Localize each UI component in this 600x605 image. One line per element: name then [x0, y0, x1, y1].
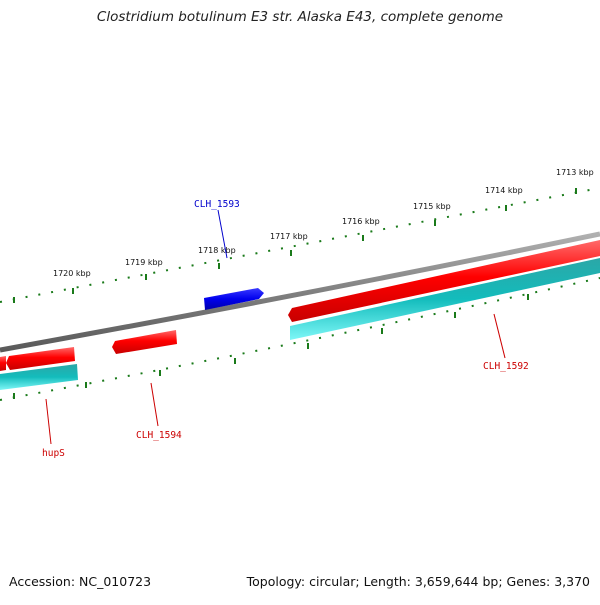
tick-label-1717: 1717 kbp: [270, 232, 308, 241]
hups-leader: [45, 398, 52, 445]
topology-text: Topology: circular; Length: 3,659,644 bp…: [246, 574, 590, 589]
gene-label-hups: hupS: [42, 448, 65, 459]
accession-text: Accession: NC_010723: [9, 574, 152, 589]
gene-red-left: [6, 347, 75, 370]
clh-1593-leader: [217, 209, 228, 259]
gene-label-clh-1593: CLH_1593: [194, 199, 240, 210]
gene-red-edge: [0, 356, 6, 371]
gene-label-clh-1592: CLH_1592: [483, 361, 529, 372]
tick-label-1713: 1713 kbp: [556, 168, 594, 177]
gene-clh-1594: [112, 330, 177, 354]
tick-label-1716: 1716 kbp: [342, 217, 380, 226]
tick-label-1715: 1715 kbp: [413, 202, 451, 211]
gene-clh-1592: [288, 240, 600, 322]
tick-label-1718: 1718 kbp: [198, 246, 236, 255]
cds-clh-1592: [290, 258, 600, 340]
upper-ruler-major-ticks: [13, 188, 577, 303]
clh-1594-leader: [150, 382, 159, 427]
genome-backbone: [0, 231, 600, 353]
clh-1592-leader: [493, 313, 506, 359]
lower-ruler-major-ticks: [13, 294, 529, 399]
gene-label-clh-1594: CLH_1594: [136, 430, 182, 441]
tick-label-1714: 1714 kbp: [485, 186, 523, 195]
genome-title: Clostridium botulinum E3 str. Alaska E43…: [96, 9, 504, 25]
gene-clh-1593: [204, 288, 264, 310]
tick-label-1720: 1720 kbp: [53, 269, 91, 278]
cds-hups: [0, 364, 78, 390]
tick-label-1719: 1719 kbp: [125, 258, 163, 267]
